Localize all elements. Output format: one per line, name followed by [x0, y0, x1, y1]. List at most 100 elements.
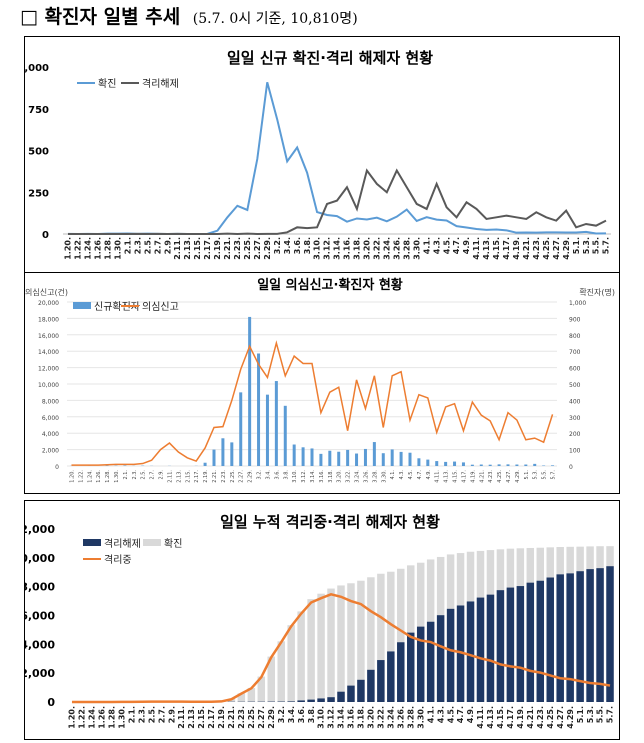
x-tick-label: 2.27.	[239, 470, 245, 483]
chart-cumulative-isolation: 일일 누적 격리중·격리 해제자 현황02,0004,0006,0008,000…	[24, 500, 620, 740]
x-tick-label: 2.7.	[150, 470, 156, 480]
x-tick-label: 2.25.	[247, 706, 256, 729]
released-cumulative-bar	[517, 586, 524, 702]
y-tick-label: 8,000	[25, 581, 55, 594]
y-axis-left-label: 의심신고(건)	[25, 287, 68, 297]
x-tick-label: 3.24.	[386, 706, 395, 729]
x-tick-label: 5.5.	[542, 470, 548, 480]
released-cumulative-bar	[566, 573, 573, 702]
x-tick-label: 3.14.	[310, 470, 316, 483]
x-tick-label: 4.21.	[522, 237, 531, 260]
x-tick-label: 2.29.	[248, 470, 254, 483]
confirmed-bar	[409, 453, 412, 466]
x-tick-label: 2.5.	[141, 470, 147, 480]
x-tick-label: 4.27.	[556, 706, 565, 729]
released-cumulative-bar	[387, 651, 394, 702]
chart-1-svg: 일일 신규 확진·격리 해제자 현황02505007501,000확진격리해제1…	[25, 37, 619, 273]
confirmed-bar	[239, 392, 242, 466]
x-tick-label: 2.15.	[185, 470, 191, 483]
y-tick-left: 12,000	[38, 366, 59, 373]
confirmed-bar	[302, 447, 305, 466]
x-tick-label: 2.11.	[167, 470, 173, 483]
confirmed-cumulative-bar	[317, 594, 324, 702]
x-tick-label: 4.1.	[426, 706, 435, 723]
x-tick-label: 2.19.	[217, 706, 226, 729]
x-tick-label: 2.19.	[213, 237, 222, 260]
x-tick-label: 4.5.	[446, 706, 455, 723]
x-tick-label: 5.3.	[586, 706, 595, 723]
x-tick-label: 4.9.	[426, 470, 432, 480]
x-tick-label: 3.12.	[323, 237, 332, 260]
confirmed-bar	[471, 465, 474, 466]
released-cumulative-bar	[477, 598, 484, 702]
confirmed-bar	[204, 463, 207, 466]
x-tick-label: 4.19.	[470, 470, 476, 483]
x-tick-label: 2.21.	[227, 706, 236, 729]
x-tick-label: 2.23.	[233, 237, 242, 260]
confirmed-bar	[391, 449, 394, 466]
x-tick-label: 4.23.	[488, 470, 494, 483]
x-tick-label: 4.9.	[462, 237, 471, 254]
released-cumulative-bar	[606, 566, 613, 702]
x-tick-label: 2.29.	[263, 237, 272, 260]
released-cumulative-bar	[537, 581, 544, 702]
x-tick-label: 3.18.	[353, 237, 362, 260]
x-tick-label: 2.27.	[253, 237, 262, 260]
x-tick-label: 5.1.	[524, 470, 530, 480]
x-tick-label: 3.6.	[297, 706, 306, 723]
x-tick-label: 1.20.	[69, 470, 75, 483]
x-tick-label: 3.4.	[287, 706, 296, 723]
confirmed-cumulative-bar	[307, 599, 314, 702]
x-tick-label: 4.7.	[456, 706, 465, 723]
y-tick-right: 800	[569, 333, 581, 340]
confirmed-cumulative-bar	[277, 641, 284, 702]
x-tick-label: 3.26.	[392, 237, 401, 260]
y-tick-right: 600	[569, 366, 581, 373]
confirmed-bar	[489, 465, 492, 466]
released-cumulative-bar	[527, 583, 534, 702]
x-tick-label: 3.14.	[337, 706, 346, 729]
x-tick-label: 5.3.	[582, 237, 591, 254]
page-title: □ 확진자 일별 추세 (5.7. 0시 기준, 10,810명)	[20, 2, 358, 29]
chart-title: 일일 의심신고·확진자 현황	[257, 277, 403, 293]
legend-label: 확진	[98, 78, 116, 90]
confirmed-bar	[400, 452, 403, 466]
x-tick-label: 4.3.	[436, 706, 445, 723]
series-line-격리해제	[68, 171, 606, 234]
confirmed-bar	[319, 454, 322, 466]
x-tick-label: 4.27.	[552, 237, 561, 260]
y-tick-right: 300	[569, 415, 581, 422]
y-tick-left: 14,000	[38, 349, 59, 356]
confirmed-bar	[311, 448, 314, 466]
title-text: 확진자 일별 추세	[45, 6, 181, 28]
x-tick-label: 4.15.	[496, 706, 505, 729]
x-tick-label: 3.22.	[377, 706, 386, 729]
x-tick-label: 1.22.	[78, 706, 87, 729]
x-tick-label: 3.8.	[307, 706, 316, 723]
y-tick-label: 10,000	[25, 552, 55, 565]
y-tick-label: 0	[42, 230, 49, 241]
x-tick-label: 2.19.	[203, 470, 209, 483]
x-tick-label: 4.17.	[506, 706, 515, 729]
released-cumulative-bar	[297, 700, 304, 702]
legend-label: 격리해제	[104, 537, 141, 550]
y-tick-left: 18,000	[38, 316, 59, 323]
x-tick-label: 2.13.	[183, 237, 192, 260]
released-cumulative-bar	[596, 568, 603, 702]
released-cumulative-bar	[357, 680, 364, 702]
y-tick-right: 200	[569, 431, 581, 438]
suspected-line	[71, 343, 552, 465]
confirmed-bar	[266, 395, 269, 466]
confirmed-bar	[355, 454, 358, 466]
released-cumulative-bar	[347, 686, 354, 702]
x-tick-label: 2.29.	[267, 706, 276, 729]
released-cumulative-bar	[547, 578, 554, 702]
x-tick-label: 3.28.	[406, 706, 415, 729]
x-tick-label: 4.17.	[502, 237, 511, 260]
x-tick-label: 1.30.	[114, 470, 120, 483]
y-tick-label: 0	[47, 696, 55, 709]
y-tick-label: 6,000	[25, 610, 55, 623]
x-tick-label: 3.6.	[293, 237, 302, 254]
x-tick-label: 3.28.	[372, 470, 378, 483]
x-tick-label: 5.5.	[592, 237, 601, 254]
